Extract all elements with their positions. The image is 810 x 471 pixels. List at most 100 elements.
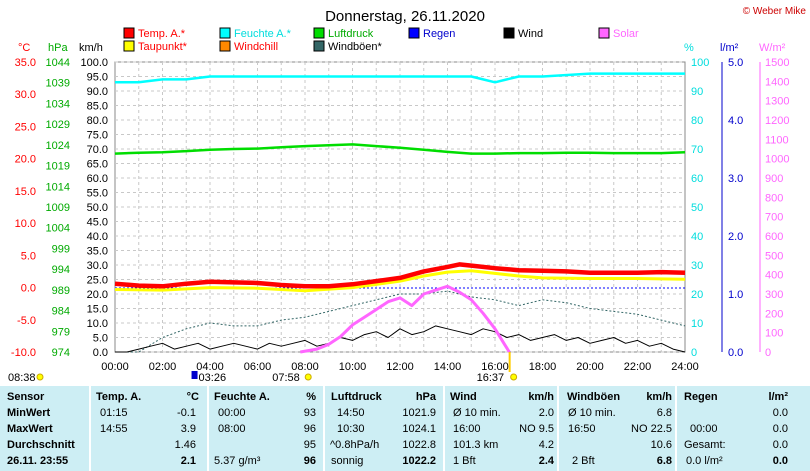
x-tick-label: 18:00: [529, 361, 557, 373]
wind-tick-label: 60.0: [87, 173, 108, 185]
legend-swatch: [219, 27, 231, 39]
sunset-time-label: 16:37: [477, 372, 505, 384]
legend-swatch: [313, 40, 325, 52]
pressure-unit-label: hPa: [48, 42, 68, 54]
stats-cell: 0.0: [772, 439, 788, 451]
stats-header: Sensor: [7, 391, 45, 403]
wind-tick-label: 100.0: [80, 57, 108, 69]
series-line-windben: [115, 290, 686, 353]
x-tick-label: 20:00: [576, 361, 604, 373]
legend-swatch: [408, 27, 420, 39]
rain-unit-label: l/m²: [720, 42, 739, 54]
stats-cell: 2.4: [538, 455, 554, 467]
solar-tick-label: 700: [765, 212, 783, 224]
wind-tick-label: 75.0: [87, 130, 108, 142]
rain-tick-label: 1.0: [728, 289, 743, 301]
credit-text: © Weber Mike: [743, 6, 807, 17]
humidity-tick-label: 20: [691, 289, 703, 301]
wind-tick-label: 55.0: [87, 188, 108, 200]
solar-unit-label: W/m²: [759, 42, 786, 54]
pressure-tick-label: 989: [52, 285, 70, 297]
stats-cell: 4.2: [538, 439, 554, 451]
column-separator: [675, 386, 677, 471]
stats-cell: 1 Bft: [453, 455, 476, 467]
stats-cell: 08:00: [218, 423, 246, 435]
pressure-tick-label: 994: [52, 264, 70, 276]
legend-label: Regen: [423, 28, 455, 40]
stats-cell: 2.1: [180, 455, 196, 467]
stats-cell: 2 Bft: [572, 455, 595, 467]
legend-label: Windchill: [234, 41, 278, 53]
stats-header: Luftdruck: [331, 391, 382, 403]
stats-cell: 0.0: [772, 407, 788, 419]
legend-swatch: [598, 27, 610, 39]
legend-swatch: [503, 27, 515, 39]
stats-header: Windböen: [567, 391, 621, 403]
sunrise-icon: [36, 373, 44, 381]
humidity-tick-label: 60: [691, 173, 703, 185]
sunset-icon: [510, 373, 518, 381]
temp-tick-label: -10.0: [11, 347, 36, 359]
pressure-tick-label: 1019: [46, 161, 70, 173]
stats-cell: 1024.1: [402, 423, 436, 435]
legend-swatch: [313, 27, 325, 39]
stats-cell: 1021.9: [402, 407, 436, 419]
series-line-taupunkt: [114, 269, 686, 293]
column-separator: [443, 386, 445, 471]
moonrise-time-label: 03:26: [199, 372, 227, 384]
stats-current-time: 26.11. 23:55: [7, 455, 69, 467]
solar-tick-label: 1000: [765, 154, 789, 166]
wind-tick-label: 85.0: [87, 101, 108, 113]
wind-tick-label: 30.0: [87, 260, 108, 272]
wind-tick-label: 65.0: [87, 159, 108, 171]
solar-tick-label: 200: [765, 308, 783, 320]
x-tick-label: 10:00: [339, 361, 367, 373]
stats-cell: 0.0: [772, 455, 788, 467]
stats-cell: 1.46: [174, 439, 196, 451]
column-separator: [557, 386, 559, 471]
solar-tick-label: 100: [765, 328, 783, 340]
stats-cell: 93: [303, 407, 316, 419]
legend-label: Windböen*: [328, 41, 383, 53]
solar-tick-label: 800: [765, 192, 783, 204]
solar-tick-label: 1200: [765, 115, 789, 127]
x-tick-label: 06:00: [244, 361, 272, 373]
stats-cell: 14:50: [337, 407, 365, 419]
wind-tick-label: 15.0: [87, 304, 108, 316]
humidity-unit-label: %: [684, 42, 694, 54]
axis-unit-labels: °C hPa km/h % l/m² W/m²: [18, 42, 786, 54]
stats-cell: 1022.2: [402, 455, 436, 467]
stats-header: l/m²: [768, 391, 788, 403]
wind-tick-label: 20.0: [87, 289, 108, 301]
stats-cell: Gesamt:: [684, 439, 726, 451]
stats-cell: NO 22.5: [631, 423, 672, 435]
stats-cell: 96: [303, 423, 316, 435]
stats-row-label: MaxWert: [7, 423, 53, 435]
x-tick-label: 08:00: [291, 361, 319, 373]
humidity-tick-label: 50: [691, 202, 703, 214]
humidity-tick-label: 90: [691, 86, 703, 98]
weather-chart: Donnerstag, 26.11.2020 © Weber Mike Temp…: [8, 6, 807, 384]
wind-tick-label: 45.0: [87, 217, 108, 229]
stats-cell: 6.8: [656, 407, 672, 419]
stats-cell: NO 9.5: [519, 423, 554, 435]
stats-cell: 96: [303, 455, 316, 467]
temp-tick-label: 35.0: [15, 57, 36, 69]
stats-cell: 0.0 l/m²: [686, 455, 723, 467]
pressure-tick-label: 999: [52, 243, 70, 255]
legend-label: Taupunkt*: [138, 41, 188, 53]
rain-tick-label: 3.0: [728, 173, 743, 185]
legend-swatch: [123, 40, 135, 52]
stats-row-label: Durchschnitt: [7, 439, 75, 451]
wind-tick-label: 0.0: [93, 347, 108, 359]
moonrise-icon: [191, 371, 198, 379]
stats-cell: -0.1: [177, 407, 196, 419]
rain-tick-label: 2.0: [728, 231, 743, 243]
stats-header: Wind: [450, 391, 477, 403]
humidity-tick-label: 40: [691, 231, 703, 243]
stats-cell: 10.6: [650, 439, 672, 451]
wind-tick-label: 5.0: [93, 333, 108, 345]
wind-tick-label: 80.0: [87, 115, 108, 127]
x-tick-label: 12:00: [386, 361, 414, 373]
stats-header: Feuchte A.: [214, 391, 270, 403]
